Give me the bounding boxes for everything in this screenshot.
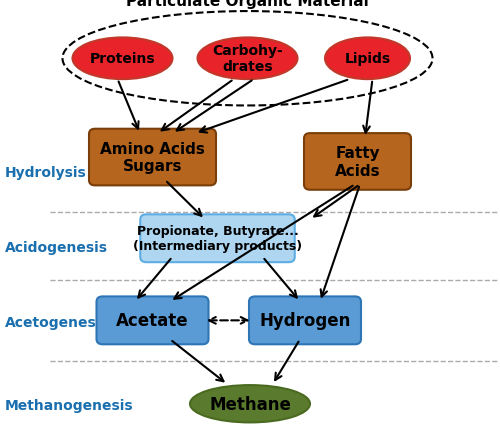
FancyBboxPatch shape [249,297,361,344]
FancyBboxPatch shape [304,134,411,190]
Ellipse shape [72,38,172,80]
Text: Lipids: Lipids [344,52,391,66]
Text: Acetate: Acetate [116,311,189,330]
Text: Acetogenesis: Acetogenesis [5,315,110,329]
FancyBboxPatch shape [96,297,208,344]
FancyBboxPatch shape [89,130,216,186]
Text: Methanogenesis: Methanogenesis [5,398,134,412]
FancyBboxPatch shape [140,215,294,262]
Text: Hydrogen: Hydrogen [260,311,350,330]
Text: Particulate Organic Material: Particulate Organic Material [126,0,369,8]
Text: Carbohy-
drates: Carbohy- drates [212,44,283,74]
Text: Fatty
Acids: Fatty Acids [334,146,380,178]
Text: Amino Acids
Sugars: Amino Acids Sugars [100,141,205,174]
Ellipse shape [190,385,310,422]
Ellipse shape [198,38,298,80]
Text: Propionate, Butyrate...
(Intermediary products): Propionate, Butyrate... (Intermediary pr… [133,225,302,253]
Ellipse shape [325,38,410,80]
Text: Hydrolysis: Hydrolysis [5,166,87,180]
Text: Acidogenesis: Acidogenesis [5,240,108,254]
Text: Methane: Methane [209,395,291,413]
Text: Proteins: Proteins [90,52,156,66]
